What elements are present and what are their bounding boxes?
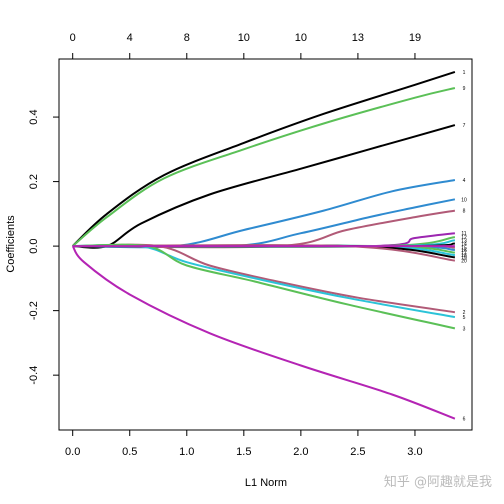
y-tick-label: -0.4 <box>28 366 40 385</box>
top-axis: 0 4 8 10 10 13 19 <box>70 32 421 60</box>
series-line-5 <box>72 243 456 319</box>
series-end-label-7: 7 <box>463 123 466 129</box>
series-end-label-18: 18 <box>461 253 467 259</box>
top-tick-label: 19 <box>409 32 421 44</box>
series-end-label-3: 3 <box>463 326 466 332</box>
series-end-label-17: 17 <box>461 251 467 257</box>
series-end-label-6: 6 <box>463 417 466 423</box>
series-line-9 <box>72 87 456 247</box>
series-line-1 <box>72 70 456 247</box>
series-end-label-5: 5 <box>463 315 466 321</box>
y-tick-label: -0.2 <box>28 301 40 320</box>
series-end-label-19: 19 <box>461 255 467 261</box>
y-axis-title: Coefficients <box>5 215 17 273</box>
top-tick-label: 10 <box>295 32 307 44</box>
x-tick-label: 1.0 <box>179 446 194 458</box>
series-layer <box>71 70 456 420</box>
x-tick-label: 1.5 <box>236 446 251 458</box>
top-tick-label: 10 <box>238 32 250 44</box>
series-line-6 <box>71 245 456 420</box>
x-tick-label: 0.0 <box>65 446 80 458</box>
series-end-label-16: 16 <box>461 248 467 254</box>
top-tick-label: 13 <box>352 32 364 44</box>
series-end-label-1: 1 <box>463 70 466 76</box>
series-end-label-12: 12 <box>461 235 467 241</box>
y-tick-label: 0.0 <box>28 238 40 253</box>
y-tick-label: 0.4 <box>28 109 40 124</box>
top-tick-label: 8 <box>184 32 190 44</box>
series-line-10 <box>72 198 456 249</box>
series-end-label-13: 13 <box>461 238 467 244</box>
series-end-label-8: 8 <box>463 209 466 215</box>
x-tick-label: 2.5 <box>350 446 365 458</box>
series-end-label-15: 15 <box>461 246 467 252</box>
series-end-label-4: 4 <box>463 178 466 184</box>
x-tick-label: 0.5 <box>122 446 137 458</box>
top-tick-label: 0 <box>70 32 76 44</box>
series-end-label-14: 14 <box>461 242 467 248</box>
series-line-2 <box>72 243 456 314</box>
top-tick-label: 4 <box>127 32 133 44</box>
x-tick-label: 2.0 <box>293 446 308 458</box>
series-end-label-11: 11 <box>461 231 466 237</box>
y-tick-label: 0.2 <box>28 174 40 189</box>
bottom-axis: 0.0 0.5 1.0 1.5 2.0 2.5 3.0 <box>65 429 423 458</box>
x-tick-label: 3.0 <box>407 446 422 458</box>
series-end-label-9: 9 <box>463 86 466 92</box>
series-end-label-2: 2 <box>463 310 466 316</box>
watermark: 知乎 @阿趣就是我 <box>384 474 492 490</box>
x-axis-title: L1 Norm <box>245 477 287 489</box>
series-end-label-20: 20 <box>461 259 467 265</box>
series-line-3 <box>72 243 456 330</box>
series-line-4 <box>72 179 456 249</box>
left-axis: -0.4 -0.2 0.0 0.2 0.4 <box>28 109 60 385</box>
series-end-label-10: 10 <box>461 197 467 203</box>
